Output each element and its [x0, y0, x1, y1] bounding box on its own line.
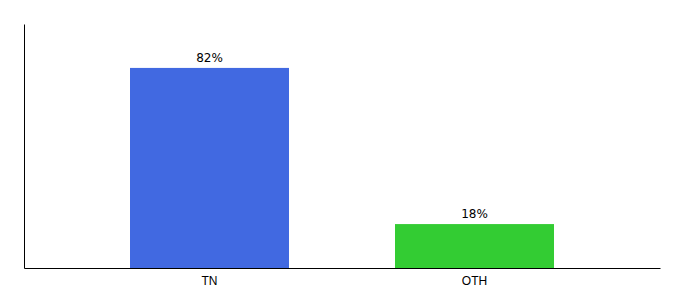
x-axis: TN OTH [25, 269, 661, 288]
y-axis-line [24, 25, 25, 269]
y-axis [24, 25, 25, 269]
bars [130, 68, 554, 268]
x-tick-label: TN [202, 274, 218, 288]
bar [130, 68, 289, 268]
bar [395, 224, 554, 268]
x-tick: TN [202, 274, 218, 288]
data-labels: 82% 18% [196, 51, 488, 221]
x-tick: OTH [462, 274, 487, 288]
chart: TN OTH 82% 18% [0, 0, 680, 300]
data-label: 82% [196, 51, 223, 65]
data-label: 18% [461, 207, 488, 221]
x-axis-line [25, 268, 661, 269]
plot: TN OTH 82% 18% [25, 25, 661, 288]
x-tick-label: OTH [462, 274, 487, 288]
